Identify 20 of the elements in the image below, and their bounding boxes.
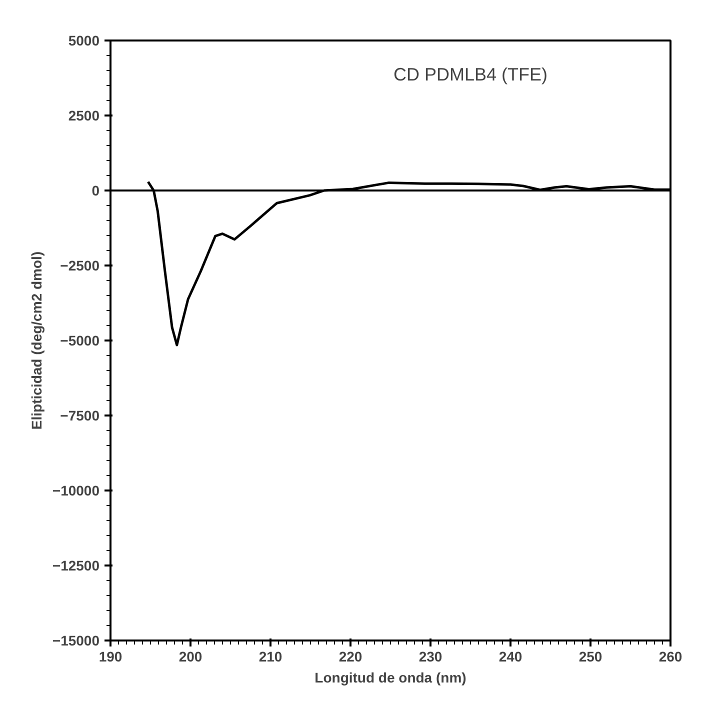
text: CD PDMLB4 (TFE) (393, 64, 548, 84)
x-tick-label: 260 (658, 648, 682, 664)
y-tick-label: −5000 (60, 332, 100, 348)
y-tick-label: −12500 (52, 558, 100, 574)
x-tick-label: 250 (578, 648, 602, 664)
x-tick-label: 220 (338, 648, 362, 664)
x-tick-label: 200 (178, 648, 202, 664)
y-axis-title: Elipticidad (deg/cm2 dmol) (28, 251, 44, 430)
y-tick-label: 2500 (68, 108, 100, 124)
y-tick-label: 5000 (68, 32, 100, 48)
y-tick-label: −7500 (60, 408, 100, 424)
x-tick-label: 210 (258, 648, 282, 664)
x-axis-title: Longitud de onda (nm) (314, 670, 466, 686)
y-tick-label: −15000 (52, 632, 100, 648)
x-tick-label: 240 (498, 648, 522, 664)
y-tick-label: 0 (92, 182, 100, 198)
x-tick-label: 190 (98, 648, 122, 664)
x-tick-label: 230 (418, 648, 442, 664)
y-tick-label: −10000 (52, 482, 100, 498)
y-tick-label: −2500 (60, 258, 100, 274)
